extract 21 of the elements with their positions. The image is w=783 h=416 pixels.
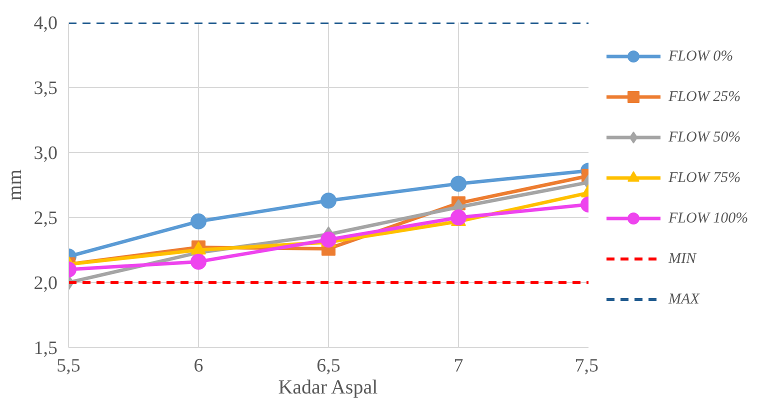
y-tick-label: 3,0 xyxy=(34,143,58,164)
legend-label: MAX xyxy=(668,292,700,308)
legend-label: FLOW 0% xyxy=(668,48,734,65)
y-axis-title: mm xyxy=(4,169,26,201)
x-tick-label: 6 xyxy=(194,356,204,376)
y-tick-label: 2,5 xyxy=(34,208,58,229)
legend-label: MIN xyxy=(668,251,697,268)
legend-label: FLOW 75% xyxy=(668,170,741,186)
point xyxy=(320,192,336,209)
x-tick-label: 7 xyxy=(454,356,464,376)
y-tick-label: 1,5 xyxy=(34,338,58,359)
x-tick-label: 6,5 xyxy=(316,356,340,376)
x-tick-label: 7,5 xyxy=(574,356,598,376)
legend-label: FLOW 25% xyxy=(668,89,741,106)
y-tick-label: 2,0 xyxy=(34,273,58,294)
x-tick-label: 5,5 xyxy=(56,356,80,376)
x-axis-title: Kadar Aspal xyxy=(278,376,378,398)
y-tick-label: 4,0 xyxy=(34,13,58,34)
legend-label: FLOW 50% xyxy=(668,130,741,146)
legend-label: FLOW 100% xyxy=(668,210,748,227)
y-tick-label: 3,5 xyxy=(34,78,58,99)
